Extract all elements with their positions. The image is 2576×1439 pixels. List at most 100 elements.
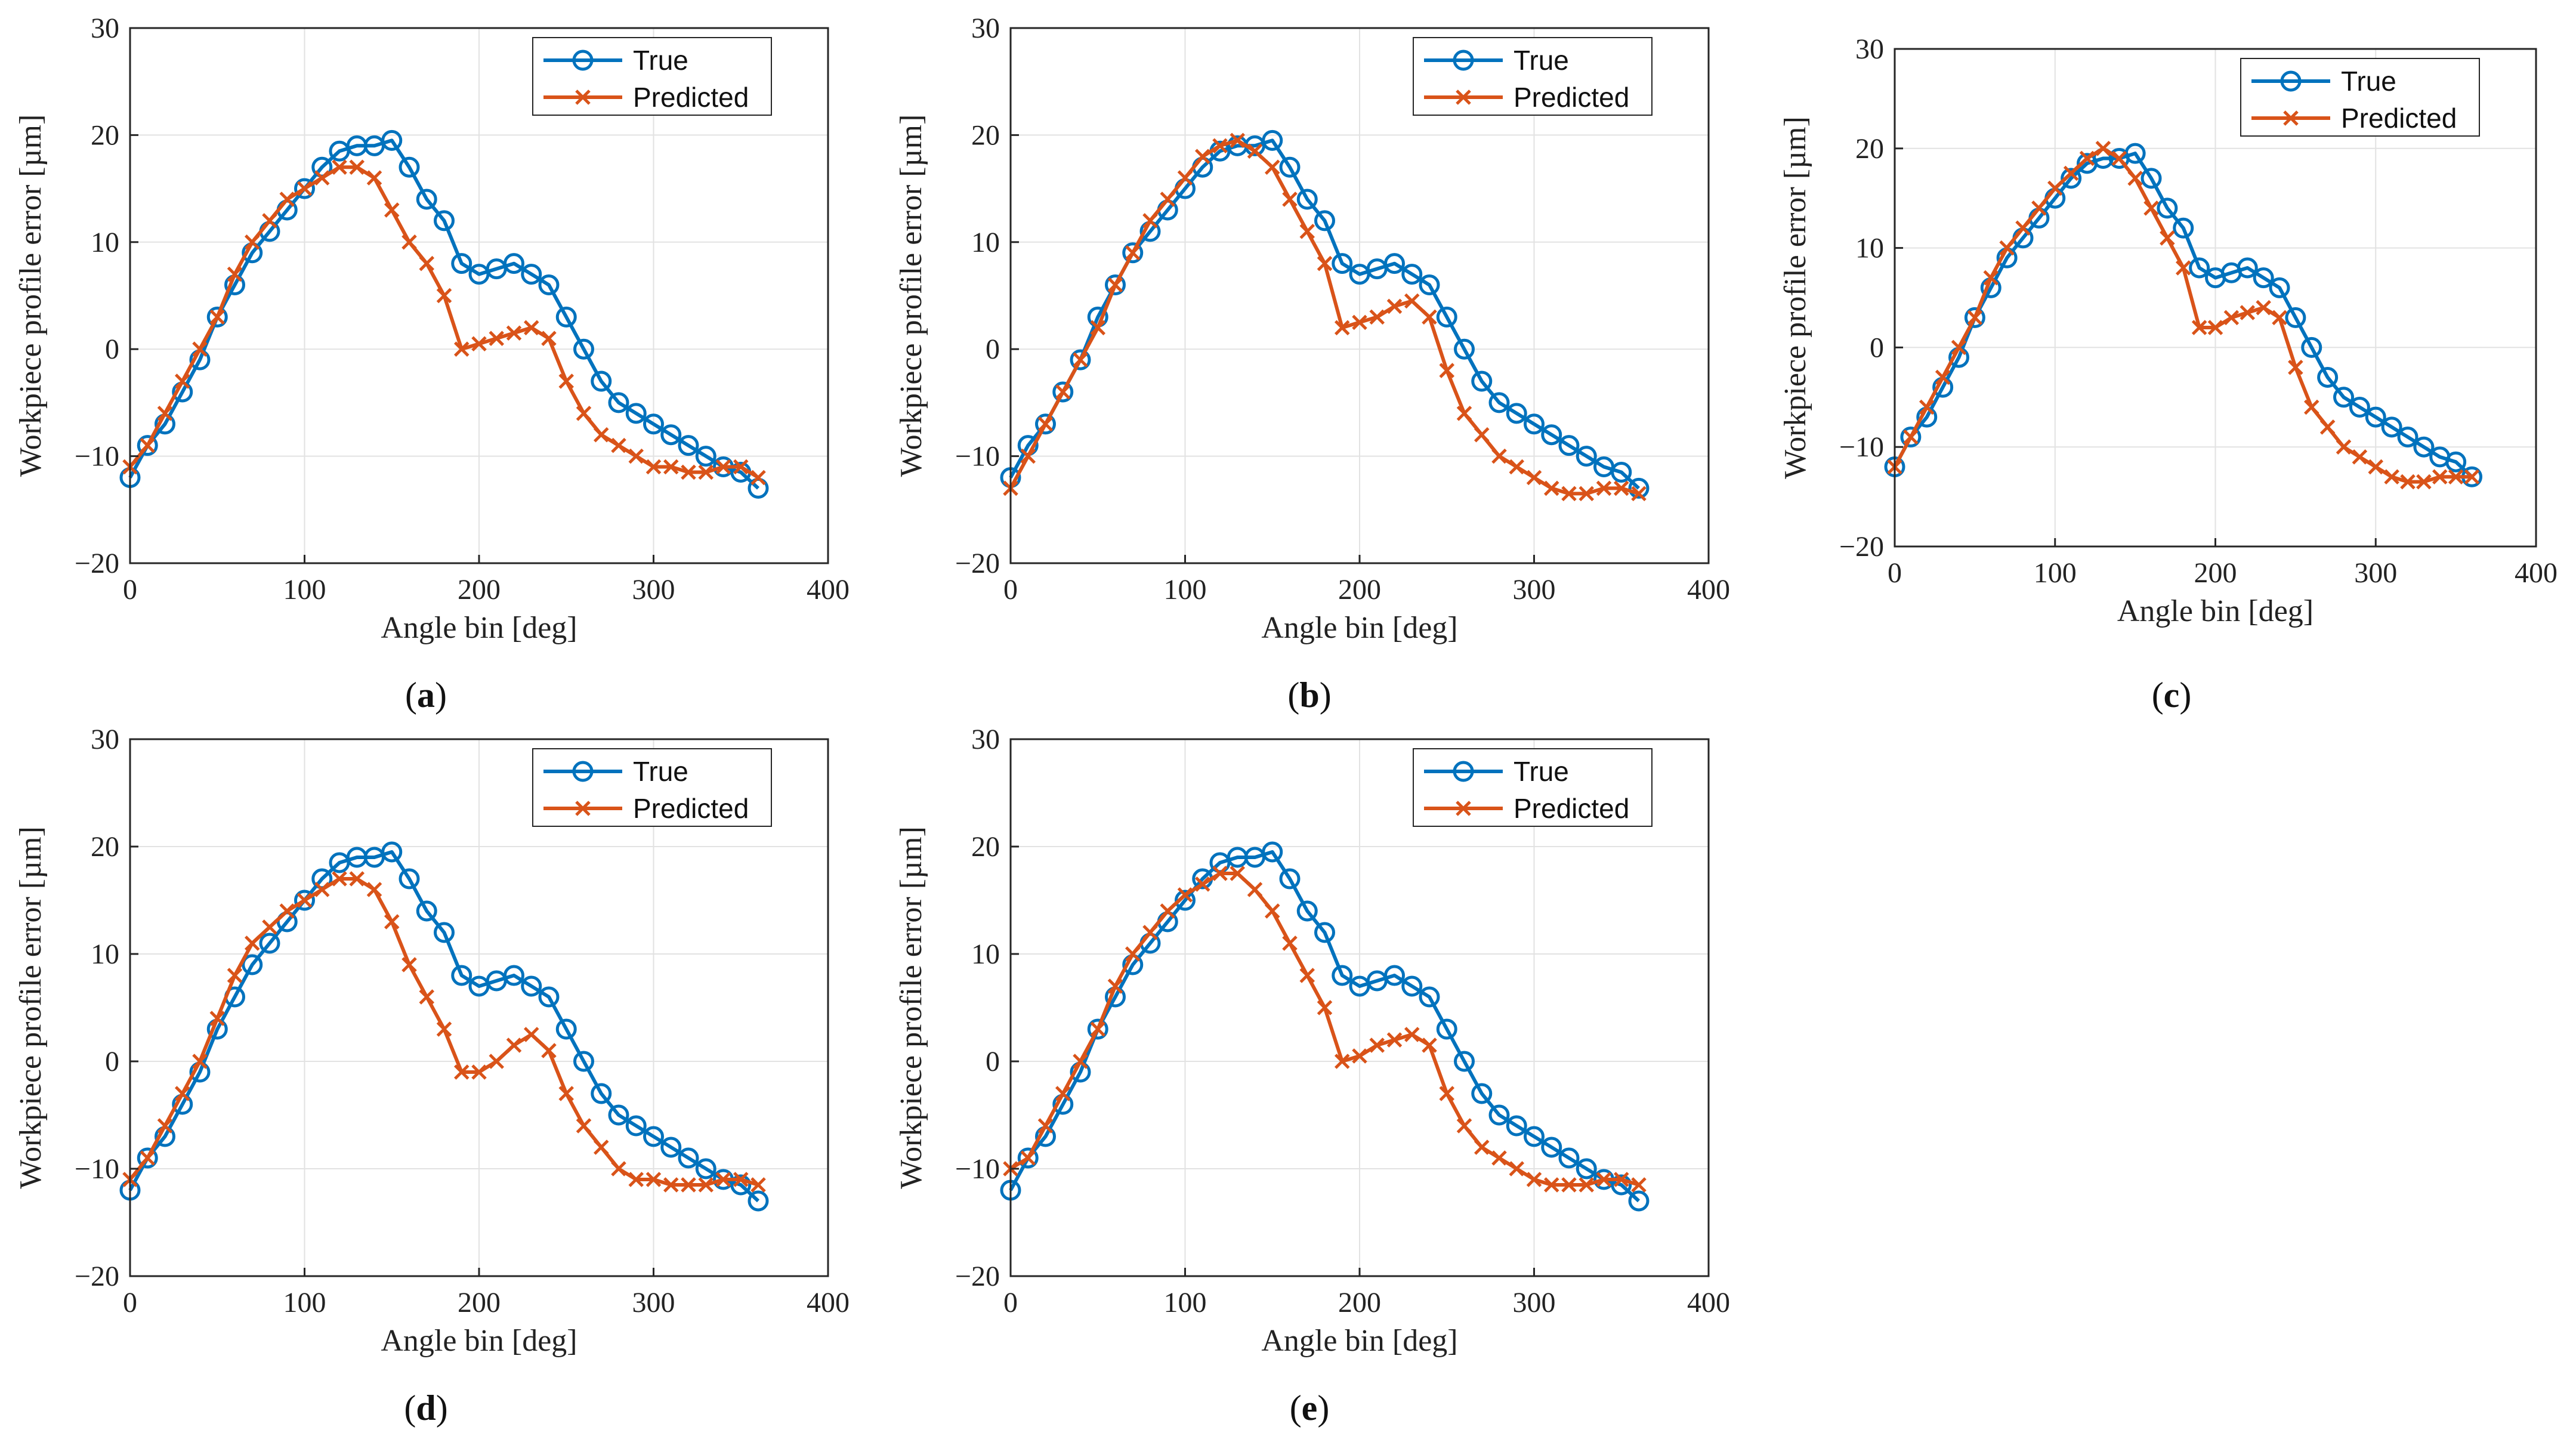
chart-d-legend [532,748,772,827]
chart-d-point-true [748,1190,769,1212]
chart-a-series-true-line [128,138,760,490]
chart-e-point-predicted [1090,1021,1106,1037]
chart-c-legend-predicted-label: Predicted [2341,103,2457,134]
chart-d-point-predicted [419,989,435,1005]
chart-b-point-predicted [1369,309,1385,325]
chart-a-legend-predicted-marker [575,89,591,105]
chart-a-point-predicted [489,331,505,347]
panel-d: (d) 0 100 200 300 400 −20 −10 0 10 20 30 Angle bin … [14,724,850,1428]
chart-d-point-predicted [436,1021,452,1037]
chart-c-ytick-label: −10 [1839,431,1884,463]
chart-b-point-predicted [1561,486,1577,502]
chart-d-point-predicted [227,968,243,983]
chart-c-point-predicted [1983,270,1999,286]
chart-a-point-predicted [663,459,679,475]
chart-b-point-true [1454,338,1475,360]
chart-b-point-true [1558,435,1580,456]
chart-e-legend-predicted-marker [1456,801,1471,816]
chart-e-point-predicted [1561,1177,1577,1193]
chart-a-point-true [625,403,647,424]
chart-b-point-true [1070,349,1091,370]
chart-c-point-predicted [2272,310,2287,326]
chart-d-point-true [451,965,472,986]
chart-c-legend-predicted-marker [2283,110,2299,126]
chart-c-point-predicted [1967,310,1983,326]
chart-b-ytick-label: −20 [955,548,1000,579]
chart-c-point-predicted [2319,419,2336,435]
chart-c-point-predicted [2352,449,2368,465]
chart-b-point-true [1332,253,1353,274]
chart-b-point-true [1105,274,1126,296]
chart-c-point-true [2381,416,2402,438]
chart-a-point-true [416,189,437,210]
chart-d-point-predicted [663,1177,679,1193]
chart-d-point-true [730,1174,752,1196]
chart-d-point-predicted [366,882,382,897]
chart-c-point-true [2285,307,2306,328]
chart-d-point-true [538,986,560,1008]
chart-b-point-true [1471,370,1493,392]
chart-c-point-predicted [2400,474,2416,490]
chart-d-point-predicted [593,1140,609,1155]
chart-c-point-true [2349,396,2370,418]
chart-b-legend-true-marker [1453,50,1474,71]
chart-e-point-true [1541,1137,1562,1158]
chart-e-point-predicted [1177,887,1193,903]
chart-e-xtick-label: 200 [1338,1287,1381,1318]
chart-b-point-predicted [1474,427,1490,443]
chart-c-point-predicted [2160,230,2175,246]
chart-c-xtick-label: 0 [1888,557,1902,589]
chart-d-point-predicted [681,1177,696,1193]
chart-a-point-predicted [698,464,714,480]
chart-d-ytick-label: 20 [91,831,119,863]
chart-d-point-predicted [541,1043,557,1058]
chart-a-y-axis-title: Workpiece profile error [µm] [14,115,48,477]
chart-d-ytick-label: 0 [105,1046,119,1077]
chart-e-point-predicted [1142,925,1158,940]
chart-a-ytick-label: 10 [91,227,119,258]
chart-a-ytick-label: 20 [91,119,119,151]
chart-b-ytick-label: −10 [955,441,1000,473]
chart-a-point-true [434,210,455,231]
chart-e-point-predicted [1264,903,1280,919]
chart-c-point-true [2333,387,2354,408]
chart-e-ytick-label: 0 [986,1046,1000,1077]
chart-b-legend-true-label: True [1514,45,1569,76]
chart-e-ytick-label: −20 [955,1261,1000,1292]
chart-a-xtick-label: 400 [807,574,850,606]
chart-a-point-predicted [349,159,365,175]
chart-c-point-true [2253,267,2274,289]
chart-e-point-true [1506,1115,1527,1137]
chart-e-point-predicted [1613,1172,1629,1187]
chart-d-point-predicted [244,935,260,951]
chart-a-point-predicted [715,459,731,475]
chart-a-point-true [573,338,594,360]
chart-b-point-predicted [1631,486,1647,502]
chart-c-point-predicted [1919,399,1935,415]
chart-d-point-true [591,1083,612,1104]
chart-e-xtick-label: 0 [1003,1287,1018,1318]
chart-e-point-predicted [1474,1140,1490,1155]
chart-e-point-predicted [1439,1086,1455,1101]
chart-d-point-true [137,1147,158,1169]
chart-d-point-predicted [645,1172,662,1187]
chart-b-point-true [1401,264,1423,285]
chart-a-point-predicted [140,437,156,453]
chart-d-series-true-line [128,850,760,1203]
chart-d-xtick-label: 100 [283,1287,326,1318]
chart-e-legend-predicted-label: Predicted [1514,793,1629,824]
chart-d-point-predicted [523,1027,539,1042]
panel-b-label: (b) [1287,675,1331,715]
chart-b-point-predicted [1107,277,1123,293]
chart-c-point-predicted [1999,240,2015,256]
chart-c-point-predicted [2240,305,2256,320]
panel-e-label: (e) [1290,1388,1330,1428]
chart-e-point-true [1087,1018,1108,1040]
chart-b-point-true [1488,392,1510,413]
chart-c-point-predicted [2063,165,2079,181]
chart-a-point-true [555,306,577,328]
chart-b-point-true [1052,381,1074,403]
chart-c-point-predicted [2047,180,2063,196]
chart-b-point-true [1419,274,1440,296]
panel-e: (e) 0 100 200 300 400 −20 −10 0 10 20 30 Angle bin … [894,724,1730,1428]
